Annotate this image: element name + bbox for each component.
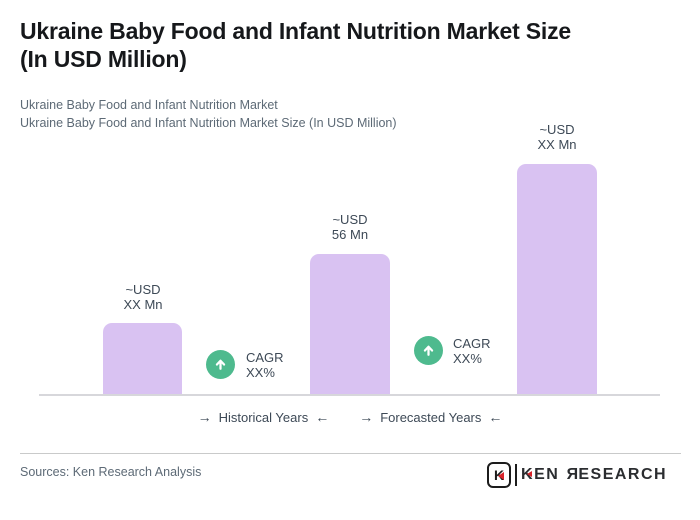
cagr-badge-circle-2 <box>414 336 443 365</box>
bar-historical <box>103 323 182 394</box>
cagr-badge-circle-1 <box>206 350 235 379</box>
forecasted-years-label: Forecasted Years <box>380 409 482 425</box>
page-title-line1: Ukraine Baby Food and Infant Nutrition M… <box>20 18 572 44</box>
subtitle-line2: Ukraine Baby Food and Infant Nutrition M… <box>20 116 397 130</box>
x-axis-line <box>39 394 660 396</box>
wordmark-reversed-r: R <box>565 465 579 483</box>
historical-years-label: Historical Years <box>218 409 309 425</box>
cagr1-line1: CAGR <box>246 350 284 365</box>
cagr2-line2: XX% <box>453 350 482 366</box>
wordmark-esearch: ESEARCH <box>578 465 668 483</box>
footer-divider <box>20 453 681 454</box>
red-arrow-icon <box>527 470 532 477</box>
wordmark-en: EN <box>534 465 560 483</box>
bar3-label-line2: XX Mn <box>537 137 577 152</box>
up-arrow-icon <box>423 345 434 356</box>
sources-line: Sources: Ken Research Analysis <box>20 465 202 479</box>
page-subtitle: Ukraine Baby Food and Infant Nutrition M… <box>20 96 397 132</box>
right-arrow-icon: → <box>197 409 212 425</box>
cagr-label-1: CAGR XX% <box>246 350 284 380</box>
bar-value-label-historical: ~USD XX Mn <box>103 282 183 312</box>
up-arrow-icon <box>215 359 226 370</box>
bar3-label-line1: ~USD <box>539 122 575 137</box>
ken-research-shield-icon: K <box>487 461 511 488</box>
ken-research-logo: K K EN R ESEARCH <box>487 461 667 488</box>
subtitle-line1: Ukraine Baby Food and Infant Nutrition M… <box>20 98 278 112</box>
bar-value-label-forecast: ~USD XX Mn <box>517 122 597 152</box>
wordmark-k: K <box>521 465 535 483</box>
left-arrow-icon: ← <box>488 409 503 425</box>
page-title: Ukraine Baby Food and Infant Nutrition M… <box>20 17 571 73</box>
cagr1-line2: XX% <box>246 364 275 380</box>
forecasted-years-group: → Forecasted Years ← <box>359 409 502 425</box>
axis-groups-row: → Historical Years ← → Forecasted Years … <box>0 409 700 425</box>
bar-base-year <box>310 254 390 394</box>
bar1-label-line2: XX Mn <box>123 297 163 312</box>
bar2-label-line2: 56 Mn <box>331 227 369 242</box>
bar2-label-line1: ~USD <box>332 212 368 227</box>
bar1-label-line1: ~USD <box>125 282 161 297</box>
logo-divider <box>515 463 517 486</box>
ken-research-wordmark: K EN R ESEARCH <box>521 466 667 484</box>
page-title-line2: (In USD Million) <box>20 46 187 72</box>
left-arrow-icon: ← <box>315 409 330 425</box>
red-arrow-icon <box>498 472 504 480</box>
cagr2-line1: CAGR <box>453 336 491 351</box>
bar-forecast <box>517 164 597 394</box>
cagr-label-2: CAGR XX% <box>453 336 491 366</box>
historical-years-group: → Historical Years ← <box>198 409 330 425</box>
bar-value-label-base: ~USD 56 Mn <box>310 212 390 242</box>
right-arrow-icon: → <box>359 409 374 425</box>
